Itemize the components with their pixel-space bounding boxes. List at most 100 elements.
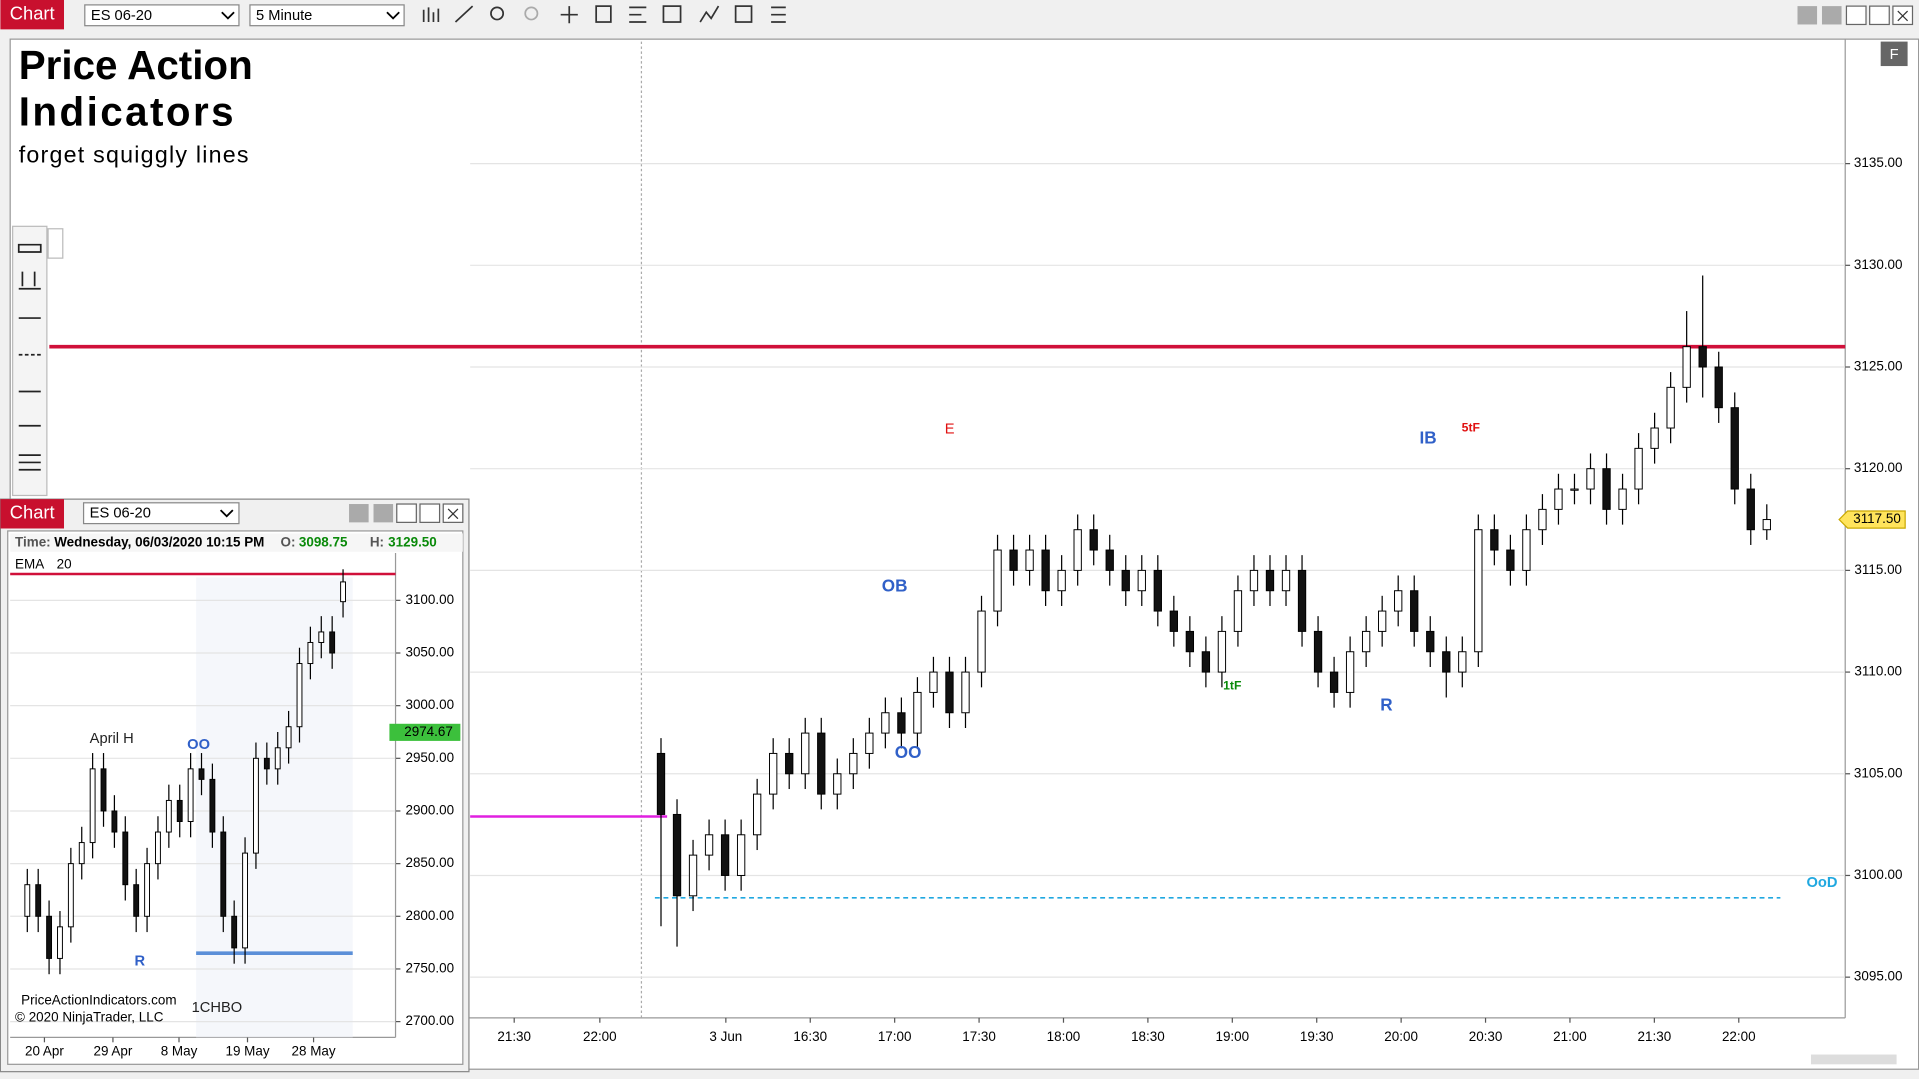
info-high: 3129.50 [388, 535, 437, 550]
candle-body [1586, 468, 1595, 490]
x-tick-label: 20:00 [1384, 1029, 1418, 1044]
candle-body [1137, 569, 1146, 592]
ruler-tool[interactable] [17, 243, 42, 253]
brand-line2: Indicators [19, 89, 236, 135]
candle-body [1105, 549, 1114, 571]
candle-body [785, 752, 794, 775]
candle-body [1570, 488, 1579, 491]
tile-button[interactable] [1797, 6, 1818, 25]
y-tick-label: 3095.00 [1854, 969, 1903, 984]
x-tick-label: 18:00 [1047, 1029, 1081, 1044]
x-tick-label: 18:30 [1131, 1029, 1165, 1044]
candle-body [1313, 630, 1323, 673]
y-tick-label: 2750.00 [405, 960, 454, 975]
info-open-label: O: [281, 535, 296, 550]
zoom-in-icon[interactable] [490, 6, 505, 21]
annotation: 1CHBO [192, 1000, 243, 1016]
x-tick-label: 20 Apr [25, 1044, 64, 1059]
annotation: 1tF [1223, 679, 1242, 693]
tile-button[interactable] [349, 504, 369, 523]
candle-body [849, 752, 858, 775]
candle-body [1474, 529, 1483, 653]
candle-body [817, 732, 826, 795]
interval-text: 5 Minute [256, 8, 312, 24]
x-tick-label: 8 May [161, 1044, 198, 1059]
candle-body [1089, 529, 1098, 551]
candle-body [209, 778, 216, 833]
candle-body [340, 581, 346, 603]
scrollbar[interactable] [1810, 1054, 1897, 1065]
candle-body [24, 884, 31, 917]
y-tick-label: 3110.00 [1854, 664, 1902, 679]
candle-body [1698, 346, 1707, 368]
maximize-button[interactable] [419, 503, 441, 523]
close-glyph [1897, 10, 1909, 22]
annotation: R [135, 953, 146, 969]
annotation: OoD [1806, 875, 1837, 891]
list-icon[interactable] [771, 6, 786, 23]
interval-select[interactable] [249, 4, 405, 27]
x-tick-label: 3 Jun [709, 1029, 742, 1044]
properties-icon[interactable] [595, 5, 612, 23]
instrument-select[interactable] [84, 4, 240, 27]
candle-body [1073, 529, 1082, 571]
candle-body [913, 691, 922, 734]
bars-icon[interactable] [422, 7, 440, 23]
annotation: R [1380, 695, 1392, 714]
candle-body [89, 768, 96, 844]
minimize-button[interactable] [1845, 5, 1867, 26]
tile-button[interactable] [373, 504, 394, 523]
ema-label: EMA [15, 557, 44, 572]
ema-value-label: 2974.67 [404, 724, 453, 739]
candle-body [35, 884, 42, 917]
y-tick-label: 2900.00 [405, 803, 454, 818]
inset-instrument-select[interactable] [82, 502, 240, 525]
window-controls [1797, 5, 1914, 26]
candle-body [1714, 366, 1723, 409]
candle-body [1458, 651, 1467, 673]
candle-body [656, 752, 666, 815]
strategies-icon[interactable] [662, 5, 682, 23]
inset-highlight [196, 577, 353, 1038]
y-tick-label: 3120.00 [1854, 460, 1903, 475]
annotation: April H [90, 731, 134, 747]
tile-button[interactable] [1821, 6, 1842, 25]
annotation: 5tF [1462, 420, 1481, 434]
toolbar-icons [422, 5, 786, 24]
annotation: IB [1419, 429, 1436, 448]
tab-label: Chart [10, 3, 55, 24]
inset-tab[interactable] [0, 499, 65, 529]
annotation: OO [187, 737, 210, 753]
instrument-text: ES 06-20 [91, 8, 152, 24]
candle-body [253, 757, 259, 854]
y-tick-label: 2700.00 [405, 1013, 454, 1028]
candle-body [1153, 569, 1162, 612]
ema-marker [389, 723, 461, 741]
restore-button[interactable] [1869, 5, 1890, 26]
instrument-icon[interactable] [734, 5, 753, 23]
x-tick-label: 22:00 [583, 1029, 617, 1044]
x-tick-label: 17:30 [962, 1029, 996, 1044]
crosshair-icon[interactable] [560, 6, 578, 24]
last-price-label: 3117.50 [1853, 511, 1901, 526]
inset-controls [349, 503, 464, 523]
candle-body [672, 813, 682, 897]
info-time: Wednesday, 06/03/2020 10:15 PM [54, 535, 264, 550]
risk-tool[interactable] [18, 271, 41, 290]
template-icon[interactable] [629, 6, 647, 23]
inset-instrument-text: ES 06-20 [90, 506, 151, 522]
info-high-label: H: [370, 535, 384, 550]
hline-tool[interactable] [18, 454, 41, 471]
chart-tab[interactable] [0, 0, 65, 30]
f-button[interactable] [1880, 41, 1908, 67]
candle-body [704, 834, 714, 856]
candle-body [1618, 488, 1627, 510]
candle-body [122, 831, 129, 886]
minimize-button[interactable] [396, 503, 417, 523]
zoom-out-icon[interactable] [524, 6, 539, 21]
indicators-icon[interactable] [699, 5, 720, 23]
candle-body [1329, 671, 1339, 693]
draw-icon[interactable] [454, 5, 474, 23]
toolbar-grip[interactable] [47, 228, 64, 259]
